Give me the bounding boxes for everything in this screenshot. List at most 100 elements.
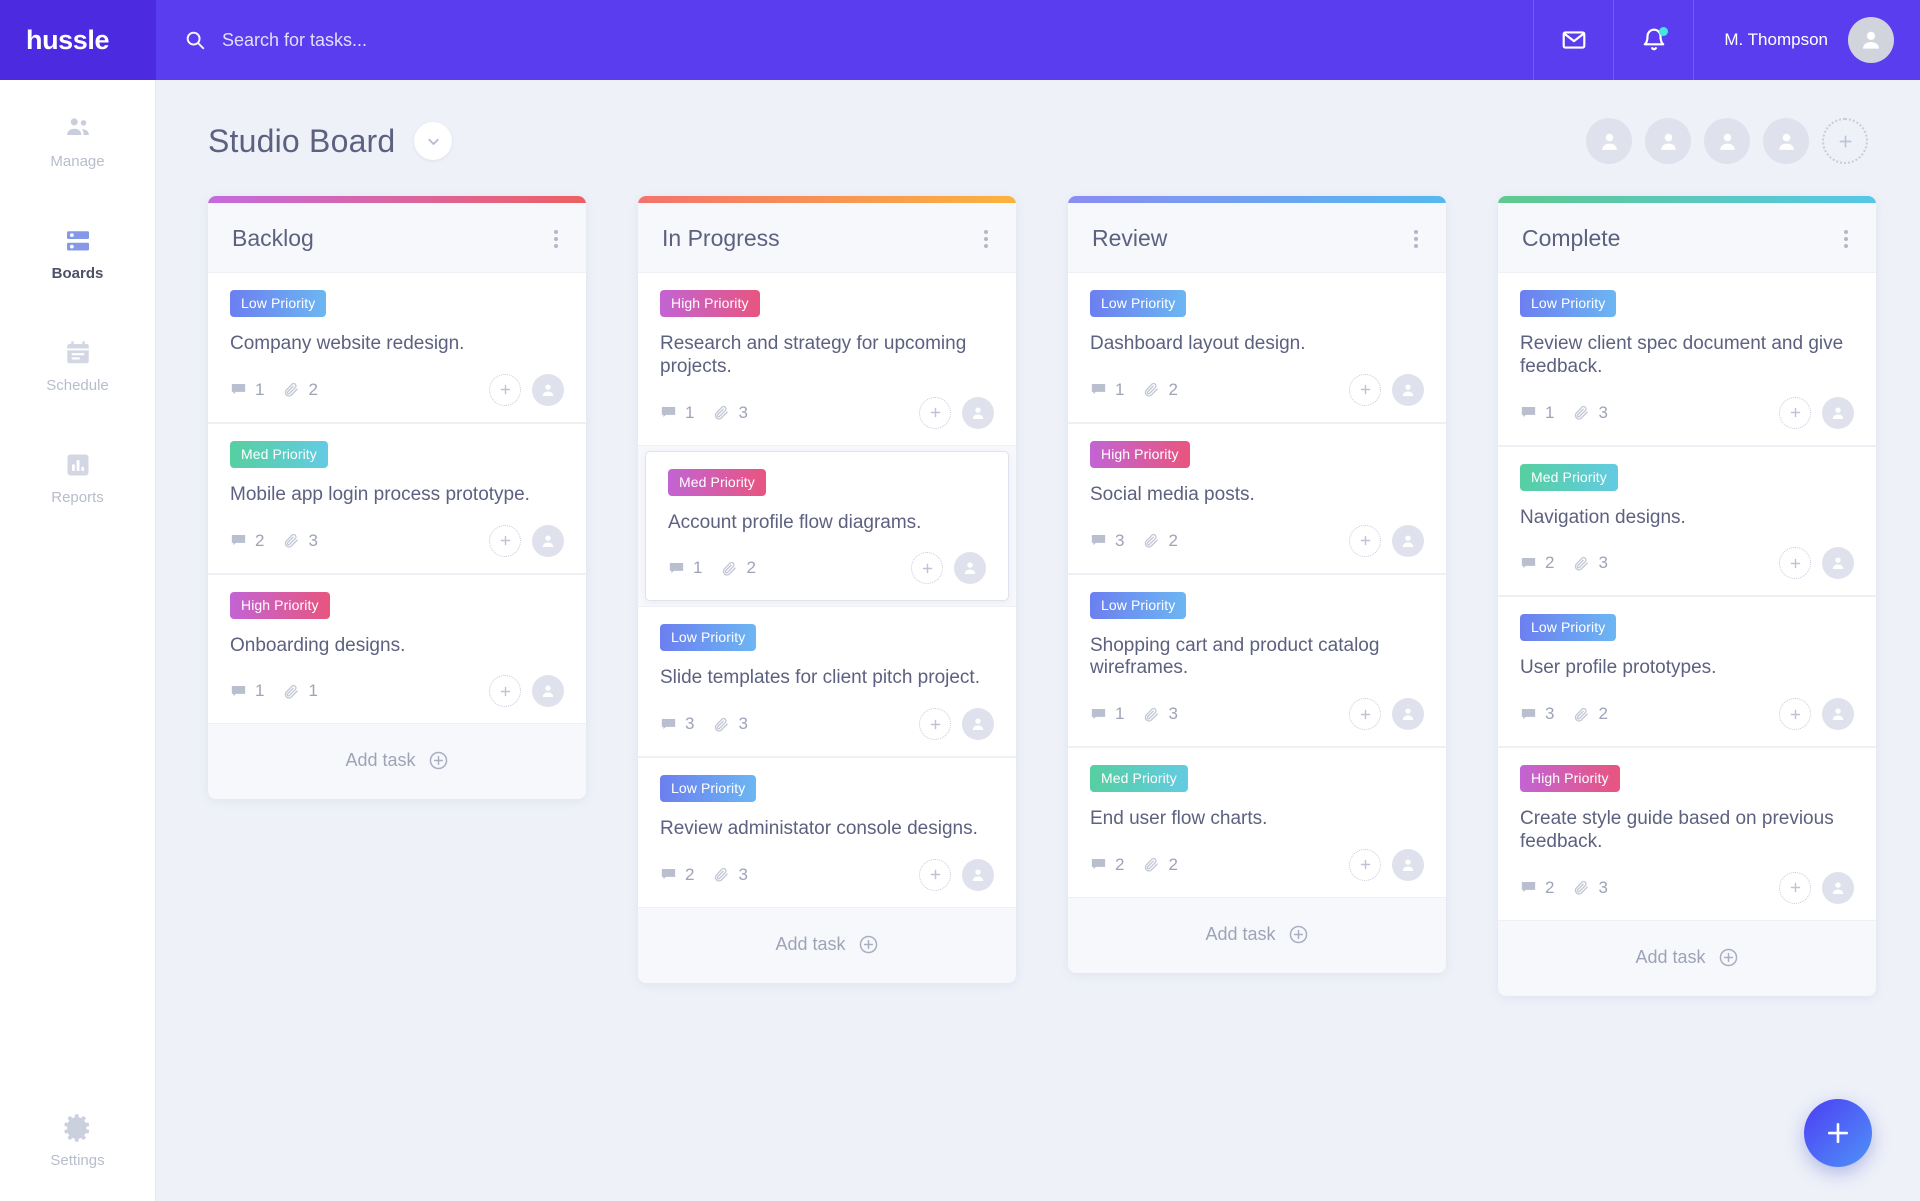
member-avatar[interactable] bbox=[1763, 118, 1809, 164]
task-card[interactable]: Low Priority Shopping cart and product c… bbox=[1068, 573, 1446, 748]
task-assignees bbox=[919, 708, 994, 741]
add-assignee-button[interactable] bbox=[911, 552, 943, 585]
assignee-avatar[interactable] bbox=[532, 373, 564, 406]
add-assignee-button[interactable] bbox=[919, 708, 951, 741]
plus-icon bbox=[1360, 860, 1370, 870]
add-assignee-button[interactable] bbox=[1349, 524, 1381, 557]
top-bar: hussle M. Thom bbox=[0, 0, 1920, 80]
notifications-button[interactable] bbox=[1613, 0, 1693, 80]
assignee-avatar[interactable] bbox=[1822, 698, 1854, 731]
add-assignee-button[interactable] bbox=[919, 396, 951, 429]
task-footer: 1 3 bbox=[660, 396, 994, 429]
add-assignee-button[interactable] bbox=[489, 373, 521, 406]
attachment-count-value: 1 bbox=[308, 681, 318, 701]
sidebar-item-manage[interactable]: Manage bbox=[0, 114, 155, 170]
column-menu-button[interactable] bbox=[980, 226, 992, 252]
comment-count-value: 2 bbox=[1545, 553, 1555, 573]
person-icon bbox=[1660, 133, 1676, 150]
assignee-avatar[interactable] bbox=[1392, 373, 1424, 406]
user-menu[interactable]: M. Thompson bbox=[1693, 0, 1920, 80]
board-column: In Progress High Priority Research and s… bbox=[638, 196, 1016, 983]
add-task-button[interactable]: Add task bbox=[208, 724, 586, 799]
task-metrics: 1 3 bbox=[1090, 704, 1178, 724]
add-assignee-button[interactable] bbox=[489, 524, 521, 557]
task-card[interactable]: High Priority Social media posts. 3 2 bbox=[1068, 422, 1446, 574]
assignee-avatar[interactable] bbox=[954, 552, 986, 585]
task-metrics: 1 1 bbox=[230, 681, 318, 701]
task-title: Shopping cart and product catalog wirefr… bbox=[1090, 634, 1380, 679]
add-task-button[interactable]: Add task bbox=[1068, 898, 1446, 973]
add-task-fab[interactable] bbox=[1804, 1099, 1872, 1167]
task-card[interactable]: High Priority Research and strategy for … bbox=[638, 272, 1016, 446]
person-icon bbox=[1832, 557, 1844, 570]
task-assignees bbox=[1779, 547, 1854, 580]
task-card[interactable]: Low Priority Company website redesign. 1… bbox=[208, 272, 586, 423]
add-assignee-button[interactable] bbox=[1779, 396, 1811, 429]
search-input[interactable] bbox=[222, 29, 642, 51]
task-card[interactable]: Low Priority Dashboard layout design. 1 … bbox=[1068, 272, 1446, 423]
calendar-icon bbox=[66, 341, 89, 364]
add-assignee-button[interactable] bbox=[1349, 848, 1381, 881]
assignee-avatar[interactable] bbox=[962, 396, 994, 429]
avatar[interactable] bbox=[1848, 17, 1894, 63]
sidebar-item-label: Schedule bbox=[46, 377, 109, 394]
sidebar-item-schedule[interactable]: Schedule bbox=[0, 338, 155, 394]
member-avatar[interactable] bbox=[1645, 118, 1691, 164]
sidebar-item-settings[interactable]: Settings bbox=[0, 1113, 155, 1169]
assignee-avatar[interactable] bbox=[532, 524, 564, 557]
column-menu-button[interactable] bbox=[550, 226, 562, 252]
task-footer: 1 3 bbox=[1090, 698, 1424, 731]
column-menu-button[interactable] bbox=[1840, 226, 1852, 252]
person-icon bbox=[1832, 708, 1844, 721]
assignee-avatar[interactable] bbox=[962, 708, 994, 741]
add-task-button[interactable]: Add task bbox=[1498, 921, 1876, 996]
add-task-button[interactable]: Add task bbox=[638, 908, 1016, 983]
mail-button[interactable] bbox=[1533, 0, 1613, 80]
task-card[interactable]: Low Priority User profile prototypes. 3 … bbox=[1498, 596, 1876, 748]
person-icon bbox=[1402, 384, 1414, 396]
member-avatar[interactable] bbox=[1586, 118, 1632, 164]
assignee-avatar[interactable] bbox=[1822, 871, 1854, 904]
assignee-avatar[interactable] bbox=[532, 675, 564, 708]
task-card[interactable]: Med Priority Navigation designs. 2 3 bbox=[1498, 445, 1876, 597]
dot bbox=[984, 236, 988, 241]
comment-count: 1 bbox=[668, 558, 702, 578]
task-card[interactable]: High Priority Create style guide based o… bbox=[1498, 747, 1876, 921]
add-member-button[interactable] bbox=[1822, 118, 1868, 164]
add-assignee-button[interactable] bbox=[1779, 871, 1811, 904]
add-assignee-button[interactable] bbox=[1779, 698, 1811, 731]
task-card[interactable]: Med Priority Account profile flow diagra… bbox=[645, 450, 1009, 602]
plus-icon bbox=[1790, 709, 1800, 719]
add-assignee-button[interactable] bbox=[1779, 547, 1811, 580]
column-menu-button[interactable] bbox=[1410, 226, 1422, 252]
assignee-avatar[interactable] bbox=[1392, 698, 1424, 731]
person-icon bbox=[964, 562, 976, 575]
task-card[interactable]: High Priority Onboarding designs. 1 1 bbox=[208, 573, 586, 725]
assignee-avatar[interactable] bbox=[1822, 396, 1854, 429]
member-avatar[interactable] bbox=[1704, 118, 1750, 164]
task-card[interactable]: Low Priority Review client spec document… bbox=[1498, 272, 1876, 446]
comment-count-value: 2 bbox=[685, 864, 695, 884]
task-card[interactable]: Low Priority Review administator console… bbox=[638, 757, 1016, 908]
add-assignee-button[interactable] bbox=[1349, 373, 1381, 406]
comment-count: 2 bbox=[1090, 855, 1124, 875]
status-badge: Med Priority bbox=[1520, 463, 1618, 491]
add-assignee-button[interactable] bbox=[1349, 698, 1381, 731]
task-card[interactable]: Med Priority End user flow charts. 2 2 bbox=[1068, 747, 1446, 898]
search-bar[interactable] bbox=[156, 29, 1533, 51]
sidebar-item-reports[interactable]: Reports bbox=[0, 450, 155, 506]
add-assignee-button[interactable] bbox=[919, 858, 951, 891]
board-dropdown-button[interactable] bbox=[414, 122, 453, 160]
sidebar-item-boards[interactable]: Boards bbox=[0, 226, 155, 282]
assignee-avatar[interactable] bbox=[1392, 848, 1424, 881]
task-card[interactable]: Low Priority Slide templates for client … bbox=[638, 606, 1016, 758]
add-assignee-button[interactable] bbox=[489, 675, 521, 708]
brand-logo[interactable]: hussle bbox=[0, 0, 156, 80]
attachment-icon bbox=[285, 534, 299, 548]
task-card[interactable]: Med Priority Mobile app login process pr… bbox=[208, 422, 586, 574]
assignee-avatar[interactable] bbox=[1822, 547, 1854, 580]
assignee-avatar[interactable] bbox=[1392, 524, 1424, 557]
assignee-avatar[interactable] bbox=[962, 858, 994, 891]
board-columns: Backlog Low Priority Company website red… bbox=[156, 164, 1920, 996]
